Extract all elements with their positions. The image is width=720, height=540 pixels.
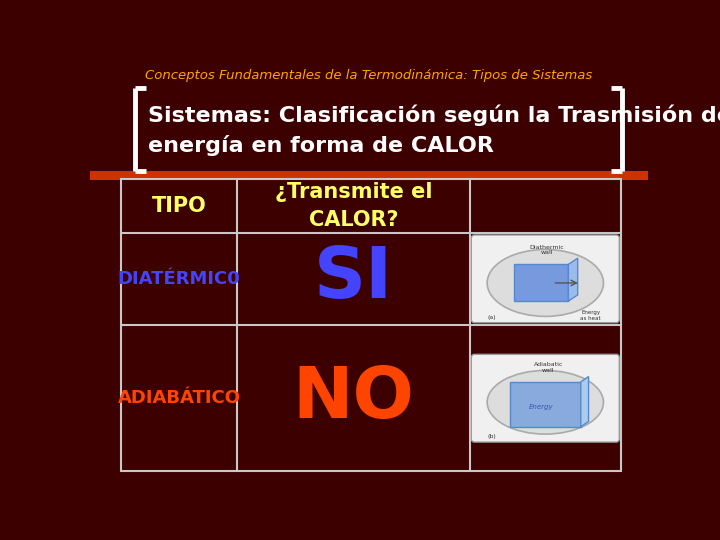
- Text: Diathermic
wall: Diathermic wall: [529, 245, 564, 255]
- Text: energía en forma de CALOR: energía en forma de CALOR: [148, 135, 494, 156]
- Text: Conceptos Fundamentales de la Termodinámica: Tipos de Sistemas: Conceptos Fundamentales de la Termodinám…: [145, 69, 593, 82]
- FancyBboxPatch shape: [472, 354, 619, 442]
- Polygon shape: [581, 376, 588, 427]
- FancyBboxPatch shape: [472, 235, 619, 323]
- Text: Energy: Energy: [528, 404, 553, 410]
- Bar: [90, 171, 648, 180]
- Bar: [510, 382, 581, 427]
- Text: ¿Transmite el
CALOR?: ¿Transmite el CALOR?: [275, 181, 432, 229]
- Text: NO: NO: [292, 364, 415, 433]
- Text: Adiabatic
wall: Adiabatic wall: [534, 362, 563, 373]
- Ellipse shape: [487, 249, 603, 316]
- Text: Sistemas: Clasificación según la Trasmisión de: Sistemas: Clasificación según la Trasmis…: [148, 104, 720, 126]
- Ellipse shape: [487, 370, 603, 434]
- Polygon shape: [568, 258, 577, 301]
- Text: SI: SI: [314, 245, 393, 313]
- Text: (a): (a): [487, 315, 496, 320]
- Text: (b): (b): [487, 434, 496, 439]
- Text: TIPO: TIPO: [152, 195, 207, 215]
- Text: ADIABÁTICO: ADIABÁTICO: [117, 389, 240, 407]
- Text: DIATÉRMIC0: DIATÉRMIC0: [118, 270, 240, 288]
- Bar: [90, 84, 648, 171]
- Bar: [515, 265, 568, 301]
- Text: Energy
as heat: Energy as heat: [580, 310, 601, 321]
- Bar: [121, 179, 621, 471]
